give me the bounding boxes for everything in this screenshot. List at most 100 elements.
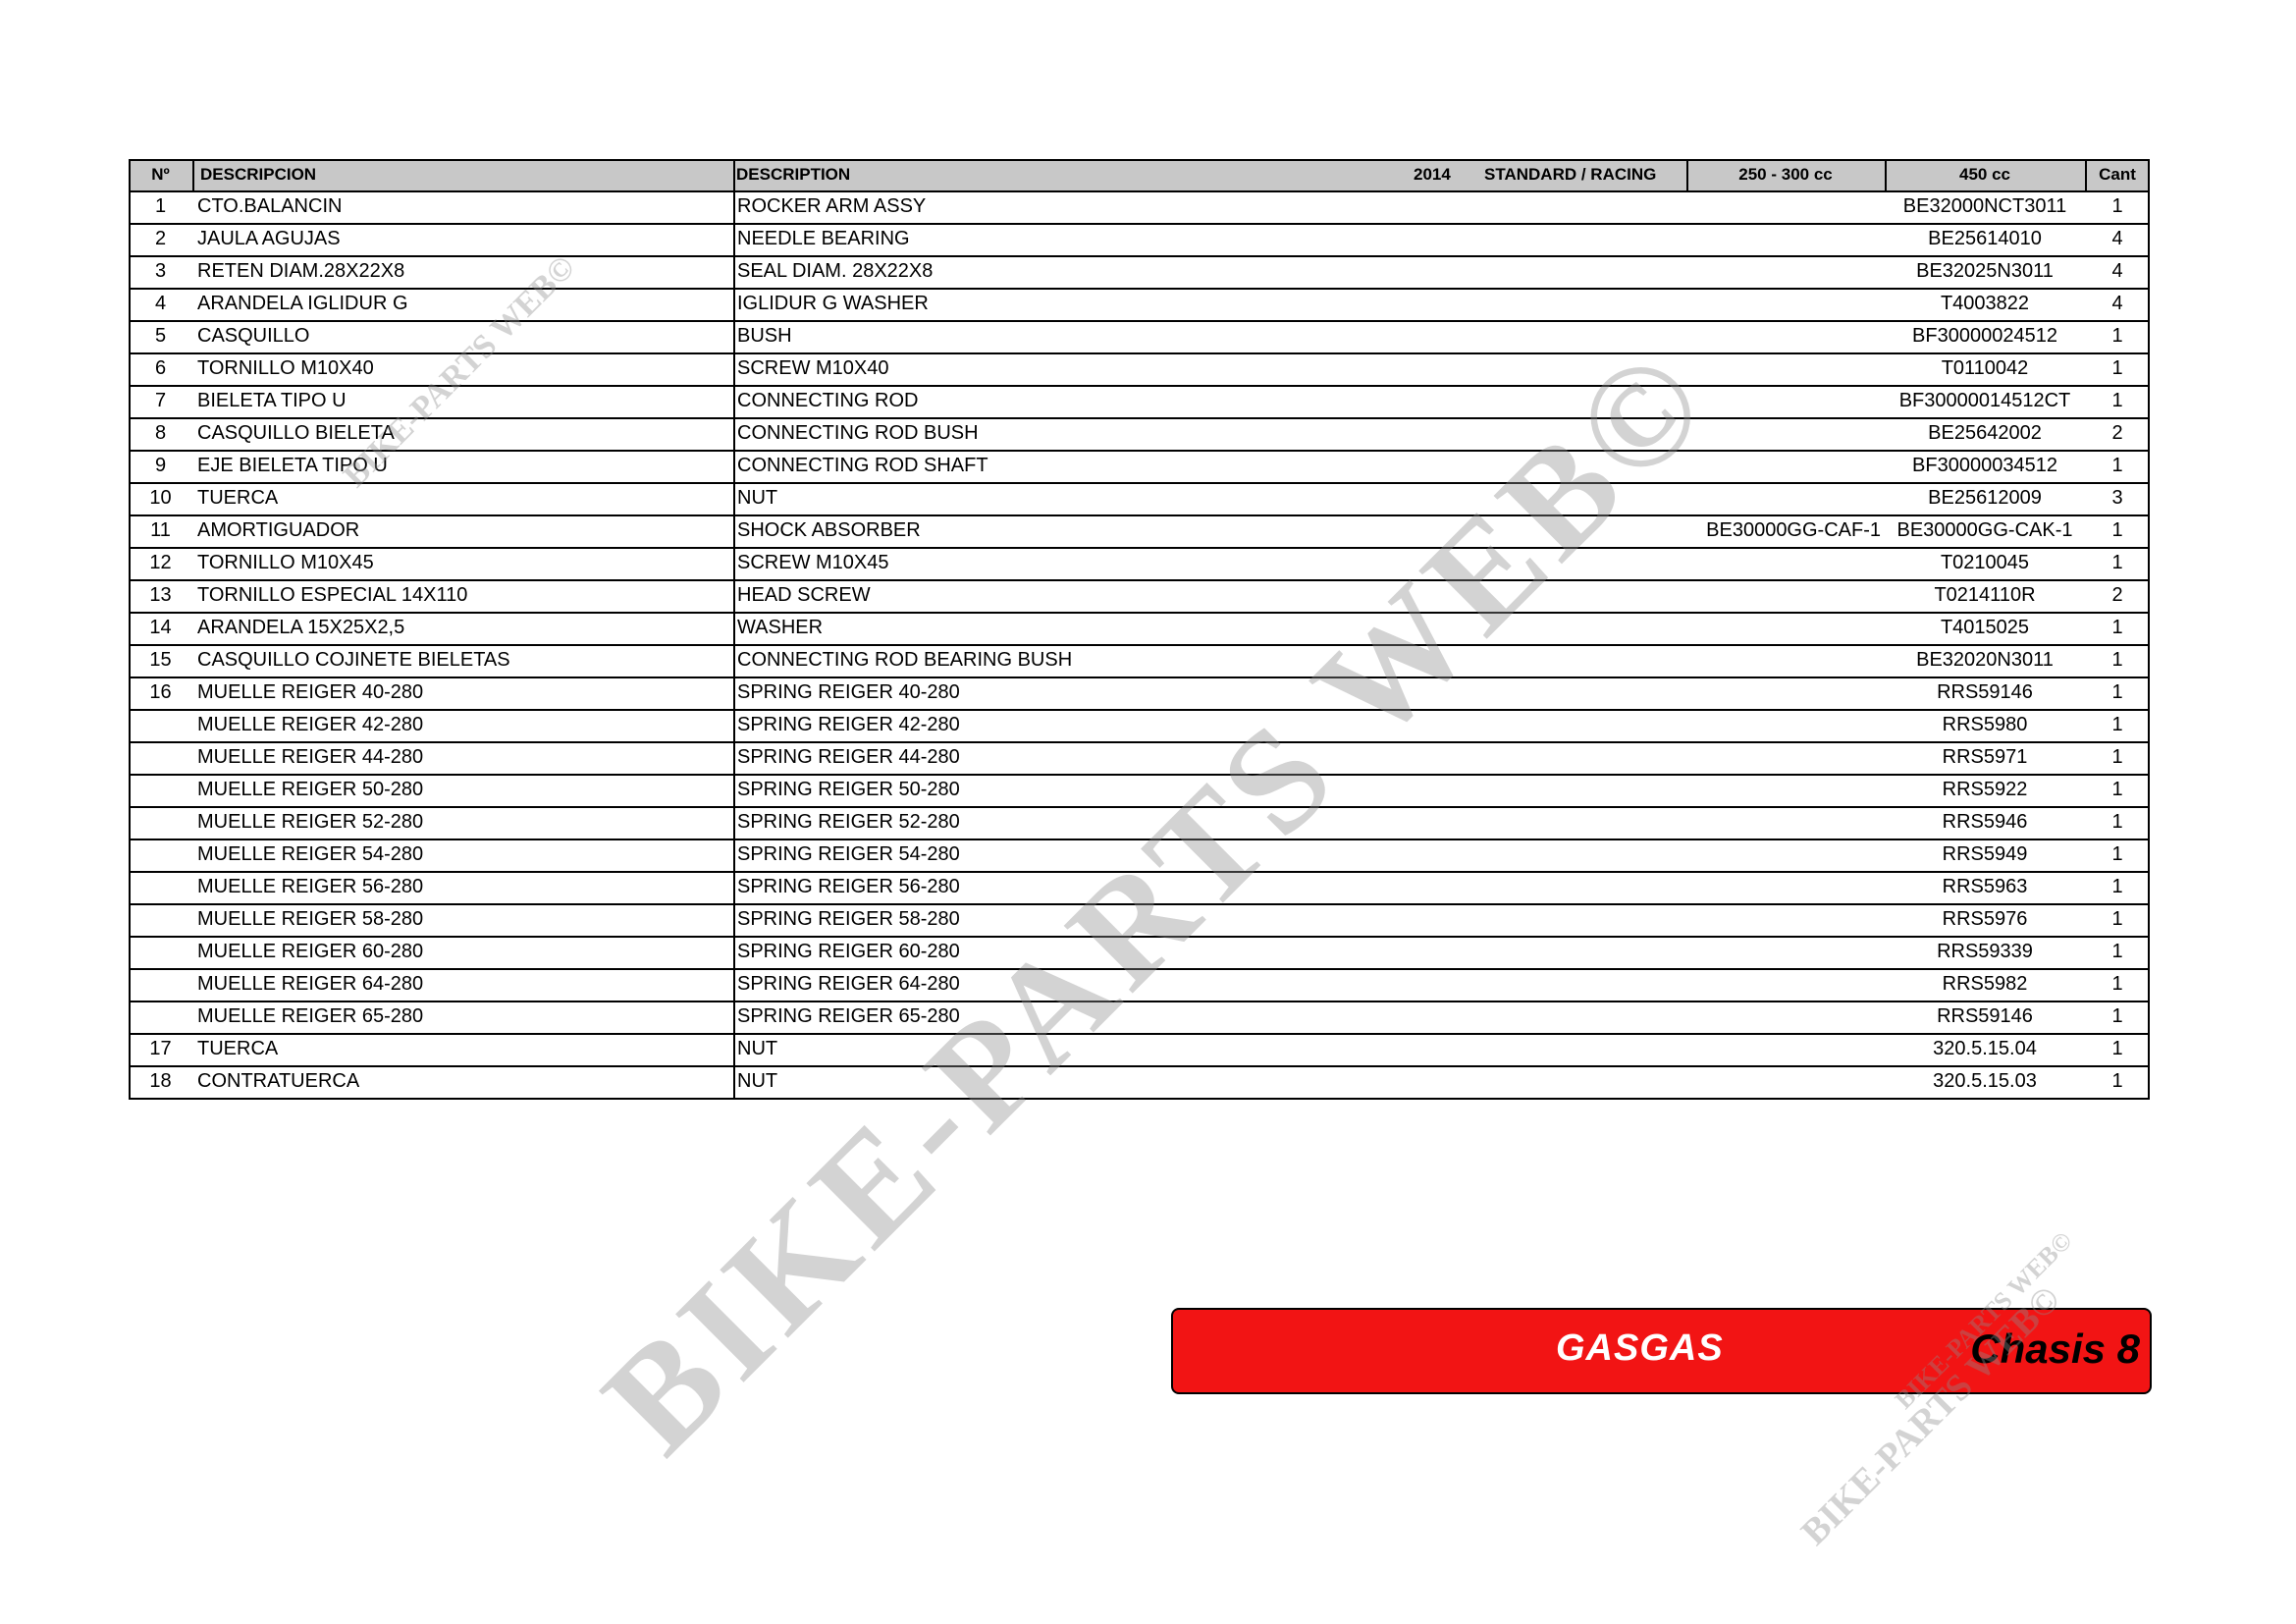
descripcion: CASQUILLO [197, 325, 310, 347]
description: SPRING REIGER 52-280 [737, 811, 960, 833]
quantity: 2 [2111, 422, 2123, 444]
quantity: 1 [2111, 681, 2123, 703]
description: SPRING REIGER 65-280 [737, 1005, 960, 1027]
description: CONNECTING ROD SHAFT [737, 455, 988, 476]
quantity: 1 [2111, 1070, 2123, 1092]
descripcion: MUELLE REIGER 58-280 [197, 908, 424, 930]
row-number: 1 [154, 195, 167, 217]
description: HEAD SCREW [737, 584, 871, 606]
descripcion: ARANDELA 15X25X2,5 [197, 617, 405, 638]
descripcion: CTO.BALANCIN [197, 195, 343, 217]
row-number: 15 [149, 649, 172, 671]
descripcion: CASQUILLO BIELETA [197, 422, 395, 444]
ref-450: T0110042 [1941, 357, 2029, 379]
ref-450: T0214110R [1934, 584, 2036, 606]
row-number: 5 [154, 325, 167, 347]
descripcion: TUERCA [197, 1038, 279, 1059]
descripcion: MUELLE REIGER 64-280 [197, 973, 424, 995]
ref-450: BE25612009 [1928, 487, 2042, 509]
quantity: 1 [2111, 1038, 2123, 1059]
descripcion: MUELLE REIGER 50-280 [197, 779, 424, 800]
row-number: 11 [150, 519, 171, 541]
quantity: 1 [2111, 876, 2123, 897]
descripcion: TORNILLO M10X40 [197, 357, 374, 379]
ref-250: BE30000GG-CAF-1 [1706, 519, 1881, 541]
quantity: 1 [2111, 1005, 2123, 1027]
descripcion: EJE BIELETA TIPO U [197, 455, 388, 476]
header-cell: Cant [2099, 165, 2136, 184]
ref-450: RRS5971 [1942, 746, 2028, 768]
descripcion: CASQUILLO COJINETE BIELETAS [197, 649, 510, 671]
descripcion: MUELLE REIGER 40-280 [197, 681, 424, 703]
quantity: 1 [2111, 325, 2123, 347]
descripcion: RETEN DIAM.28X22X8 [197, 260, 405, 282]
quantity: 1 [2111, 195, 2123, 217]
row-number: 4 [154, 293, 167, 314]
description: BUSH [737, 325, 792, 347]
header-cell: 250 - 300 cc [1738, 165, 1833, 184]
row-number: 6 [154, 357, 167, 379]
description: SCREW M10X45 [737, 552, 889, 573]
ref-450: BE30000GG-CAK-1 [1896, 519, 2073, 541]
quantity: 3 [2111, 487, 2123, 509]
descripcion: TORNILLO M10X45 [197, 552, 374, 573]
row-line [129, 903, 2150, 905]
row-line [129, 385, 2150, 387]
quantity: 1 [2111, 941, 2123, 962]
quantity: 1 [2111, 455, 2123, 476]
ref-450: T4003822 [1940, 293, 2030, 314]
descripcion: MUELLE REIGER 52-280 [197, 811, 424, 833]
ref-450: BE25642002 [1928, 422, 2042, 444]
row-line [129, 936, 2150, 938]
ref-450: RRS59339 [1937, 941, 2033, 962]
quantity: 1 [2111, 552, 2123, 573]
row-number: 2 [154, 228, 167, 249]
row-line [129, 644, 2150, 646]
border [192, 159, 194, 190]
descripcion: BIELETA TIPO U [197, 390, 347, 411]
description: ROCKER ARM ASSY [737, 195, 927, 217]
row-number: 10 [149, 487, 172, 509]
ref-450: 320.5.15.04 [1933, 1038, 2037, 1059]
ref-450: RRS5976 [1942, 908, 2028, 930]
row-line [129, 1098, 2150, 1100]
description: CONNECTING ROD [737, 390, 919, 411]
quantity: 1 [2111, 746, 2123, 768]
quantity: 1 [2111, 519, 2123, 541]
row-line [129, 450, 2150, 452]
row-line [129, 547, 2150, 549]
row-number: 7 [154, 390, 167, 411]
ref-450: RRS5946 [1942, 811, 2028, 833]
row-line [129, 612, 2150, 614]
description: SPRING REIGER 60-280 [737, 941, 960, 962]
row-number: 17 [149, 1038, 172, 1059]
descripcion: CONTRATUERCA [197, 1070, 360, 1092]
quantity: 1 [2111, 843, 2123, 865]
border [2148, 159, 2150, 1100]
header-cell: DESCRIPCION [200, 165, 317, 184]
ref-450: BF30000024512 [1912, 325, 2057, 347]
description: SHOCK ABSORBER [737, 519, 921, 541]
row-line [129, 255, 2150, 257]
description: CONNECTING ROD BEARING BUSH [737, 649, 1073, 671]
descripcion: MUELLE REIGER 60-280 [197, 941, 424, 962]
ref-450: RRS59146 [1937, 681, 2033, 703]
footer-banner: GASGAS Chasis 8 [1171, 1308, 2152, 1394]
row-number: 8 [154, 422, 167, 444]
row-line [129, 774, 2150, 776]
row-line [129, 741, 2150, 743]
section-title: Chasis 8 [1970, 1326, 2140, 1372]
brand: GASGAS [1556, 1327, 1724, 1369]
row-line [129, 709, 2150, 711]
quantity: 1 [2111, 908, 2123, 930]
row-line [129, 968, 2150, 970]
ref-450: RRS5980 [1942, 714, 2028, 735]
row-line [129, 1033, 2150, 1035]
quantity: 1 [2111, 357, 2123, 379]
row-number: 18 [149, 1070, 172, 1092]
description: SPRING REIGER 42-280 [737, 714, 960, 735]
row-line [129, 482, 2150, 484]
description: NUT [737, 1070, 778, 1092]
quantity: 4 [2111, 228, 2123, 249]
